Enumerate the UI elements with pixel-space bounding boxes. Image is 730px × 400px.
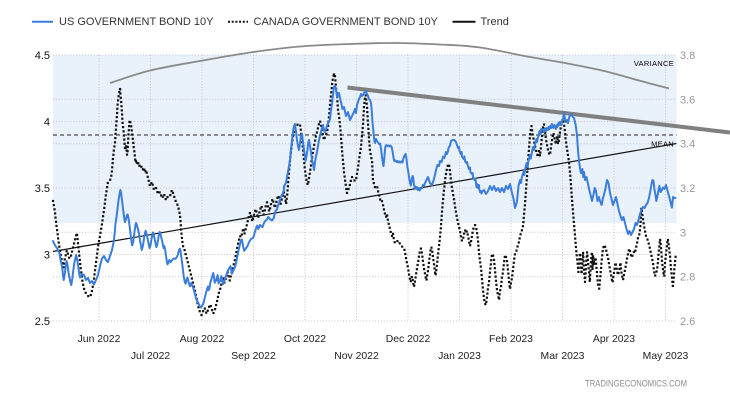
svg-text:Oct 2022: Oct 2022	[284, 334, 326, 345]
svg-text:Dec 2022: Dec 2022	[386, 334, 431, 345]
svg-text:Apr 2023: Apr 2023	[593, 334, 635, 345]
svg-text:Mar 2023: Mar 2023	[541, 351, 585, 362]
svg-text:3.6: 3.6	[680, 94, 695, 106]
svg-text:3: 3	[680, 227, 686, 239]
svg-text:Jul 2022: Jul 2022	[131, 351, 171, 362]
svg-text:VARIANCE: VARIANCE	[634, 59, 674, 68]
svg-text:4: 4	[44, 117, 50, 129]
svg-text:MEAN: MEAN	[651, 140, 674, 149]
svg-text:Sep 2022: Sep 2022	[231, 351, 276, 362]
svg-text:CANADA GOVERNMENT BOND 10Y: CANADA GOVERNMENT BOND 10Y	[254, 16, 439, 28]
svg-text:3.5: 3.5	[35, 183, 50, 195]
svg-text:US GOVERNMENT BOND 10Y: US GOVERNMENT BOND 10Y	[59, 16, 214, 28]
svg-text:Nov 2022: Nov 2022	[334, 351, 379, 362]
svg-text:TRADINGECONOMICS.COM: TRADINGECONOMICS.COM	[585, 379, 687, 389]
svg-text:2.8: 2.8	[680, 272, 695, 284]
svg-text:2.5: 2.5	[35, 316, 50, 328]
svg-text:3: 3	[44, 250, 50, 262]
svg-text:2.6: 2.6	[680, 316, 695, 328]
svg-text:4.5: 4.5	[35, 50, 50, 62]
svg-text:Trend: Trend	[481, 16, 509, 28]
svg-text:3.8: 3.8	[680, 50, 695, 62]
svg-text:May 2023: May 2023	[643, 351, 689, 362]
svg-text:3.2: 3.2	[680, 183, 695, 195]
svg-text:Jan 2023: Jan 2023	[438, 351, 481, 362]
svg-text:Jun 2022: Jun 2022	[78, 334, 121, 345]
svg-text:Aug 2022: Aug 2022	[180, 334, 225, 345]
svg-text:3.4: 3.4	[680, 139, 695, 151]
svg-text:Feb 2023: Feb 2023	[489, 334, 533, 345]
